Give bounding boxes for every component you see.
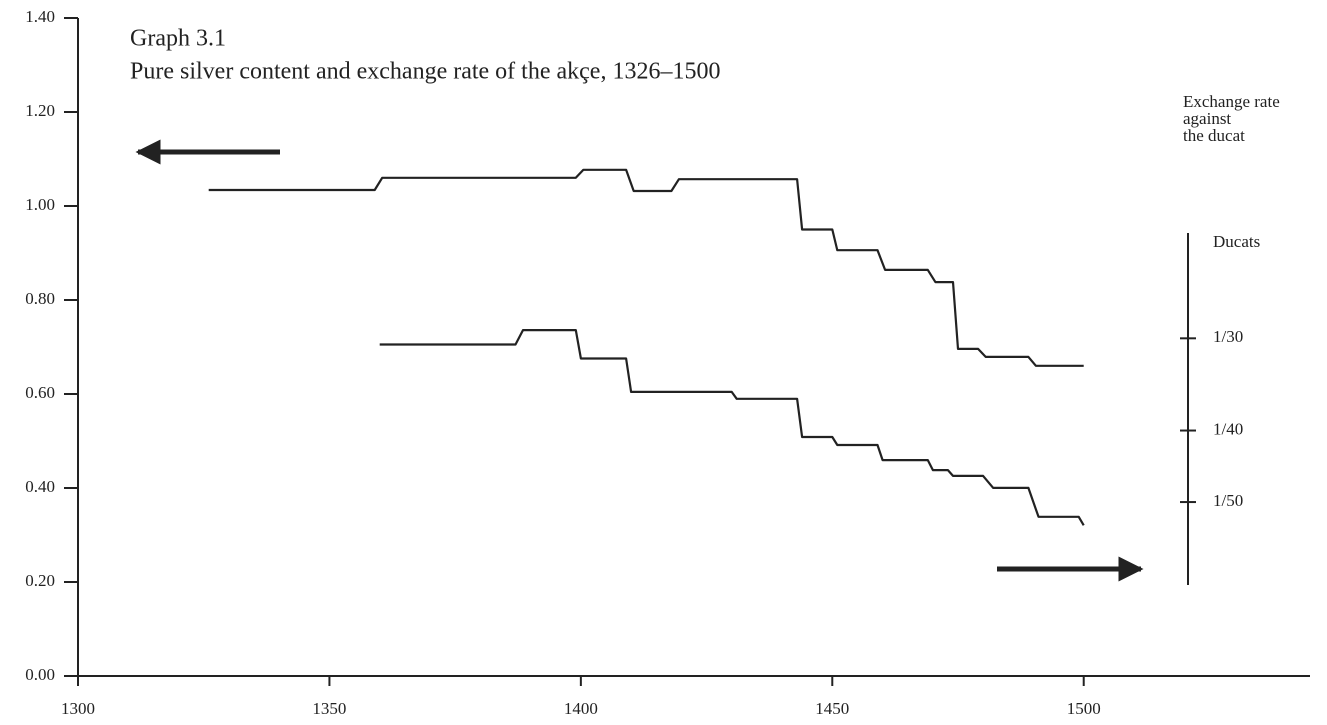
y-tick-label: 0.20 (25, 571, 55, 590)
series-line (208, 168, 1084, 367)
y-tick-label: 1.40 (25, 7, 55, 26)
y2-label: the ducat (1183, 126, 1245, 145)
chart-title: Graph 3.1 (130, 26, 226, 52)
x-tick-label: 1500 (1067, 699, 1101, 718)
y-tick-label: 0.80 (25, 289, 55, 308)
y2-label: Exchange rate (1183, 92, 1280, 111)
y2-tick-label: 1/50 (1213, 491, 1243, 510)
y-tick-label: 0.40 (25, 477, 55, 496)
y2-label: against (1183, 109, 1231, 128)
y2-tick-label: 1/40 (1213, 419, 1243, 438)
x-tick-label: 1350 (312, 699, 346, 718)
x-tick-label: 1450 (815, 699, 849, 718)
y2-tick-label: 1/30 (1213, 327, 1243, 346)
y-tick-label: 1.20 (25, 101, 55, 120)
y-tick-label: 0.60 (25, 383, 55, 402)
x-tick-label: 1400 (564, 699, 598, 718)
series-line (379, 329, 1085, 526)
chart-subtitle: Pure silver content and exchange rate of… (130, 59, 720, 85)
y2-unit: Ducats (1213, 232, 1260, 251)
y-tick-label: 1.00 (25, 195, 55, 214)
x-tick-label: 1300 (61, 699, 95, 718)
y-tick-label: 0.00 (25, 665, 55, 684)
